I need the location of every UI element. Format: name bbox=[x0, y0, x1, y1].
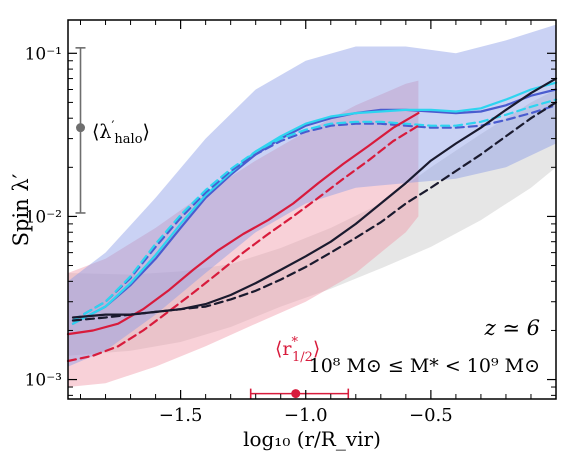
series-line-1 bbox=[71, 81, 558, 325]
rhalf-point bbox=[291, 389, 301, 399]
scatter-band-0 bbox=[68, 89, 556, 356]
mass-range-annotation: 10⁸ M⊙ ≤ M* < 10⁹ M⊙ bbox=[309, 355, 540, 377]
axis-ticks: −1.5 −1.0 −0.5 10⁻³ 10⁻² 10⁻¹ bbox=[25, 20, 556, 426]
halo-label-close: ⟩ bbox=[143, 121, 150, 143]
series-line-0 bbox=[71, 88, 558, 325]
series-line-6 bbox=[71, 77, 558, 319]
plot-frame bbox=[67, 19, 557, 400]
halo-label-prime: ′ bbox=[111, 119, 114, 134]
series-line-2 bbox=[71, 104, 558, 322]
series-line-3 bbox=[71, 98, 558, 322]
redshift-annotation: z ≃ 6 bbox=[484, 316, 540, 340]
y-tick-label: 10⁻³ bbox=[25, 371, 62, 391]
x-axis-label: log₁₀ (r/R_vir) bbox=[243, 427, 381, 451]
y-tick-label: 10⁻² bbox=[25, 207, 62, 227]
markers bbox=[75, 47, 350, 399]
y-axis-label: Spin λ′ bbox=[9, 173, 33, 246]
x-tick-label: −1.0 bbox=[284, 405, 328, 426]
series-line-7 bbox=[71, 101, 558, 322]
rhalf-label-sup: * bbox=[292, 335, 299, 350]
series-line-4 bbox=[66, 111, 420, 336]
x-tick-label: −1.5 bbox=[159, 405, 203, 426]
halo-spin-label: ⟨λ′halo⟩ bbox=[92, 119, 150, 147]
rhalf-label-close: ⟩ bbox=[313, 338, 320, 360]
halo-spin-point bbox=[76, 123, 86, 133]
halo-label-main: ⟨λ bbox=[92, 121, 111, 143]
rhalf-label: ⟨r* 1/2⟩ bbox=[275, 335, 320, 365]
series-line-5 bbox=[66, 124, 420, 363]
x-tick-label: −0.5 bbox=[409, 405, 453, 426]
median-lines bbox=[66, 77, 558, 363]
halo-label-sub: halo bbox=[114, 132, 142, 147]
rhalf-label-main: ⟨r bbox=[275, 338, 292, 360]
y-tick-label: 10⁻¹ bbox=[25, 44, 62, 64]
rhalf-label-sub: 1/2 bbox=[292, 350, 313, 365]
